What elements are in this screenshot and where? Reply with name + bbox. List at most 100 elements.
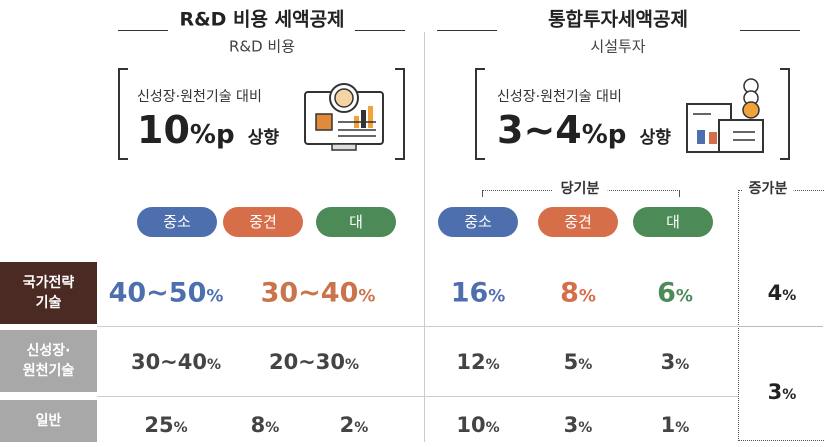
unit: % — [578, 357, 592, 373]
box-highlight: 3~4%p 상향 — [497, 108, 671, 152]
value: 4 — [768, 281, 783, 305]
size-pill: 중견 — [538, 207, 618, 237]
unit: % — [486, 357, 500, 373]
value-cell: 4% — [768, 281, 797, 305]
title-rule — [118, 30, 168, 31]
infographic: R&D 비용 세액공제 R&D 비용 신성장·원천기술 대비 10%p 상향 통… — [0, 0, 826, 447]
unit: % — [354, 420, 368, 436]
value: 10 — [456, 413, 485, 437]
building-icon — [683, 78, 773, 158]
row-rule — [97, 326, 738, 327]
size-pill: 대 — [633, 207, 713, 237]
current-label: 당기분 — [553, 178, 608, 198]
row-label: 일반 — [0, 400, 97, 442]
value: 1 — [661, 413, 676, 437]
size-pill: 대 — [316, 207, 396, 237]
row-label-line: 원천기술 — [23, 361, 75, 381]
title-rule — [740, 30, 800, 31]
value: 8 — [251, 413, 266, 437]
box-highlight: 10%p 상향 — [137, 108, 279, 152]
title-rule — [437, 30, 497, 31]
section-title: 통합투자세액공제 — [548, 5, 688, 32]
row-label-line: 기술 — [36, 293, 62, 313]
value: 8 — [560, 278, 579, 309]
section-subtitle: 시설투자 — [590, 36, 645, 57]
value: 20~30 — [269, 350, 345, 374]
bracket — [475, 68, 485, 160]
highlight-number: 10 — [137, 108, 190, 152]
unit: % — [676, 287, 693, 307]
title-rule — [355, 30, 405, 31]
bracket — [118, 68, 128, 160]
row-rule — [97, 396, 738, 397]
highlight-suffix: 상향 — [248, 128, 279, 148]
row-label-line: 신성장· — [27, 341, 71, 361]
value-cell: 2% — [340, 413, 369, 437]
value: 3 — [564, 413, 579, 437]
value-cell: 3% — [661, 350, 690, 374]
unit: % — [174, 420, 188, 436]
value-cell: 12% — [456, 350, 499, 374]
value: 16 — [451, 278, 489, 309]
value-cell: 10% — [456, 413, 499, 437]
size-pill: 중소 — [137, 207, 217, 237]
value-cell: 3% — [564, 413, 593, 437]
increment-label: 증가분 — [743, 178, 794, 198]
value-cell: 8% — [560, 278, 596, 309]
value: 40~50 — [109, 278, 207, 309]
highlight-unit: %p — [582, 120, 627, 150]
section-subtitle: R&D 비용 — [229, 36, 295, 57]
value: 25 — [144, 413, 173, 437]
value: 3 — [661, 350, 676, 374]
row-rule — [738, 326, 823, 327]
value: 30~40 — [261, 278, 359, 309]
value-cell: 25% — [144, 413, 187, 437]
unit: % — [782, 288, 796, 304]
unit: % — [675, 357, 689, 373]
bracket — [780, 68, 790, 160]
unit: % — [265, 420, 279, 436]
value: 3 — [768, 380, 783, 404]
monitor-icon — [302, 78, 388, 158]
value-cell: 1% — [661, 413, 690, 437]
value-cell: 3% — [768, 380, 797, 404]
row-label: 신성장·원천기술 — [0, 330, 97, 392]
highlight-suffix: 상향 — [640, 128, 671, 148]
section-title: R&D 비용 세액공제 — [179, 5, 344, 32]
box-caption: 신성장·원천기술 대비 — [137, 86, 262, 106]
size-pill: 중소 — [438, 207, 518, 237]
size-pill: 중견 — [223, 207, 303, 237]
unit: % — [486, 420, 500, 436]
highlight-number: 3~4 — [497, 108, 582, 152]
value-cell: 16% — [451, 278, 506, 309]
unit: % — [358, 287, 375, 307]
box-caption: 신성장·원천기술 대비 — [497, 86, 622, 106]
value-cell: 8% — [251, 413, 280, 437]
value-cell: 30~40% — [261, 278, 376, 309]
value: 6 — [657, 278, 676, 309]
unit: % — [675, 420, 689, 436]
row-label-line: 국가전략 — [23, 273, 75, 293]
value-cell: 30~40% — [131, 350, 221, 374]
value: 5 — [564, 350, 579, 374]
bracket — [395, 68, 405, 160]
unit: % — [488, 287, 505, 307]
value-cell: 40~50% — [109, 278, 224, 309]
row-label-line: 일반 — [36, 411, 62, 431]
divider — [424, 32, 425, 442]
value-cell: 6% — [657, 278, 693, 309]
unit: % — [206, 287, 223, 307]
value: 12 — [456, 350, 485, 374]
unit: % — [345, 357, 359, 373]
unit: % — [782, 387, 796, 403]
value-cell: 20~30% — [269, 350, 359, 374]
unit: % — [579, 287, 596, 307]
value: 2 — [340, 413, 355, 437]
unit: % — [207, 357, 221, 373]
highlight-unit: %p — [190, 120, 235, 150]
value: 30~40 — [131, 350, 207, 374]
page: {"sections":[ {"title":"R&D 비용 세액공제","su… — [0, 0, 826, 447]
value-cell: 5% — [564, 350, 593, 374]
unit: % — [578, 420, 592, 436]
